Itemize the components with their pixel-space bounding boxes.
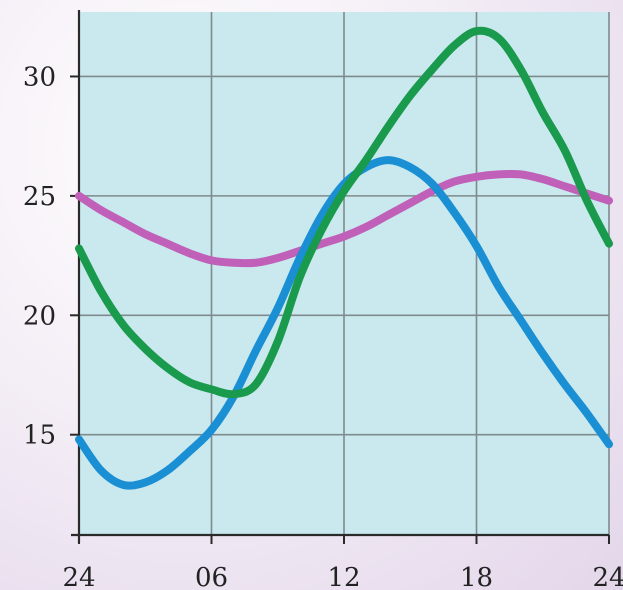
x-tick-label: 24 bbox=[592, 563, 623, 590]
x-tick-label: 12 bbox=[327, 563, 360, 590]
y-tick-label: 25 bbox=[23, 182, 56, 212]
gridlines bbox=[79, 12, 610, 535]
x-tick-label: 06 bbox=[195, 563, 228, 590]
series-lines bbox=[75, 26, 613, 490]
y-tick-label: 20 bbox=[23, 301, 56, 331]
x-tick-label: 24 bbox=[62, 563, 95, 590]
x-tick-label: 18 bbox=[460, 563, 493, 590]
axes bbox=[70, 10, 610, 544]
series-line-3 bbox=[75, 169, 613, 268]
y-tick-label: 15 bbox=[23, 421, 56, 451]
tick-labels: 24 06 12 18 24 15 20 25 30 bbox=[23, 62, 623, 590]
y-tick-label: 30 bbox=[23, 62, 56, 92]
series-line-1 bbox=[75, 26, 613, 399]
